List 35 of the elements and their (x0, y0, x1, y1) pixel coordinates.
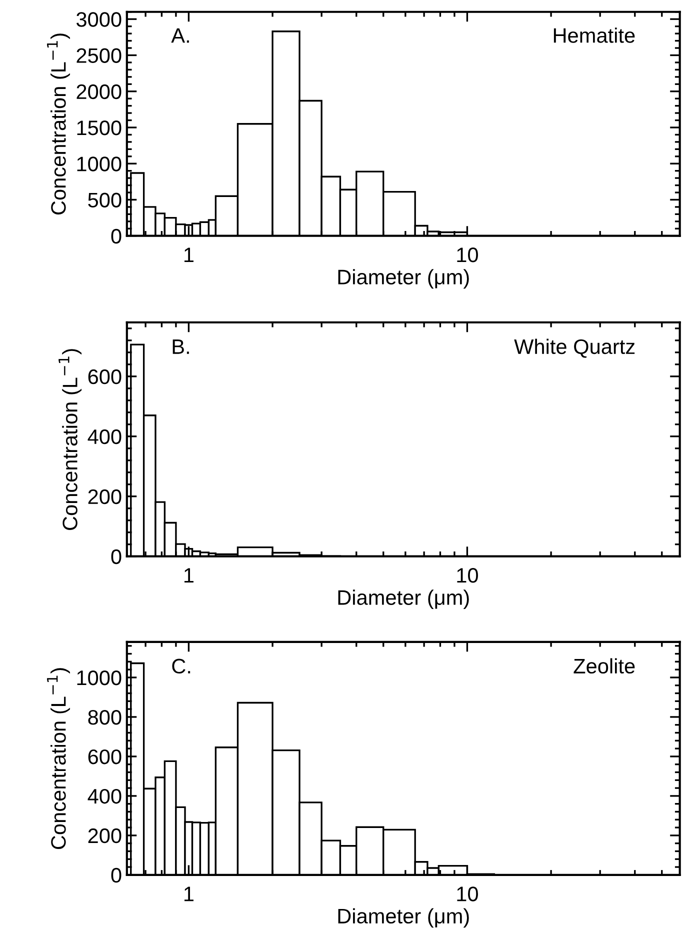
annotation: White Quartz (514, 338, 635, 358)
y-tick-label: 1000 (77, 670, 122, 686)
y-axis-title: Concentration (L$^{−1}$) (47, 34, 70, 214)
y-tick-label: 400 (88, 429, 122, 444)
y-tick-label: 600 (88, 369, 122, 384)
x-tick-label: 1 (184, 568, 194, 583)
x-tick-label: 10 (457, 568, 478, 583)
y-axis-title: Concentration (L$^{−1}$) (47, 668, 70, 850)
annotation: A. (171, 28, 189, 43)
y-tick-label: 500 (88, 192, 122, 208)
y-tick-label: 0 (111, 228, 122, 244)
y-tick-label: 2500 (76, 48, 122, 63)
y-tick-label: 800 (88, 710, 122, 725)
x-tick-label: 10 (457, 886, 478, 902)
x-tick-label: 1 (184, 248, 194, 262)
y-tick-label: 600 (88, 749, 122, 764)
x-axis-title: Diameter (μm) (338, 269, 469, 289)
annotation: C. (172, 658, 190, 674)
y-tick-label: 1500 (77, 120, 122, 136)
y-tick-label: 0 (111, 549, 122, 564)
annotation: B. (172, 340, 189, 354)
x-tick-label: 10 (457, 248, 478, 262)
y-tick-label: 200 (88, 828, 122, 844)
x-axis-title: Diameter (μm) (338, 590, 469, 610)
y-tick-label: 200 (88, 489, 122, 504)
annotation: Hematite (554, 28, 635, 43)
y-tick-label: 1000 (77, 156, 122, 172)
y-axis-title: Concentration (L$^{−1}$) (58, 349, 82, 530)
y-tick-label: 0 (111, 868, 122, 883)
y-tick-label: 2000 (76, 84, 122, 100)
y-tick-label: 400 (88, 788, 122, 804)
y-tick-label: 3000 (76, 12, 122, 27)
x-axis-title: Diameter (μm) (338, 908, 469, 928)
x-tick-label: 1 (184, 886, 194, 902)
annotation: Zeolite (574, 658, 635, 674)
